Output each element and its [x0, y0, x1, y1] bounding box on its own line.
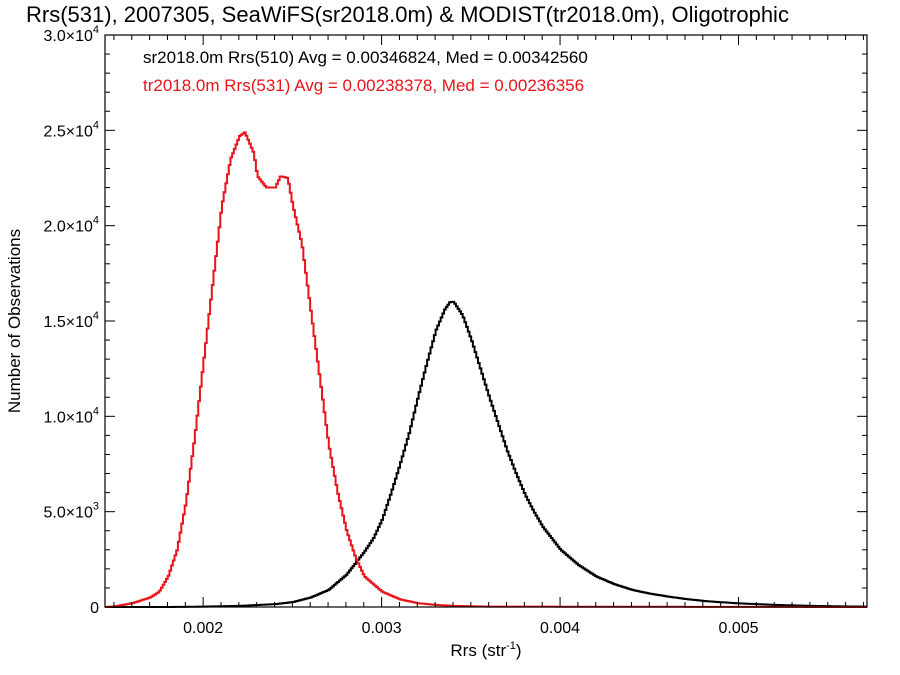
x-axis-label-exponent: -1 — [506, 640, 516, 652]
x-axis-label-close: ) — [516, 641, 522, 660]
y-tick-label: 0 — [90, 600, 99, 617]
y-tick-label: 2.5×104 — [43, 119, 99, 140]
x-axis-label-text: Rrs (str — [450, 641, 506, 660]
y-tick-label: 3.0×104 — [43, 24, 99, 45]
y-tick-label: 1.5×104 — [43, 310, 99, 331]
y-tick-label: 5.0×103 — [43, 501, 99, 522]
x-tick-label: 0.005 — [718, 620, 758, 637]
x-axis-label: Rrs (str-1) — [450, 640, 521, 660]
legend-entry-1: tr2018.0m Rrs(531) Avg = 0.00238378, Med… — [143, 76, 584, 95]
x-tick-label: 0.004 — [540, 620, 580, 637]
y-tick-label: 1.0×104 — [43, 405, 99, 426]
x-tick-label: 0.002 — [183, 620, 223, 637]
series-line-0 — [105, 300, 868, 608]
chart-title: Rrs(531), 2007305, SeaWiFS(sr2018.0m) & … — [26, 2, 789, 27]
y-axis-label: Number of Observations — [5, 229, 24, 413]
y-tick-label: 2.0×104 — [43, 215, 99, 236]
legend-entry-0: sr2018.0m Rrs(510) Avg = 0.00346824, Med… — [143, 48, 588, 67]
x-tick-label: 0.003 — [362, 620, 402, 637]
